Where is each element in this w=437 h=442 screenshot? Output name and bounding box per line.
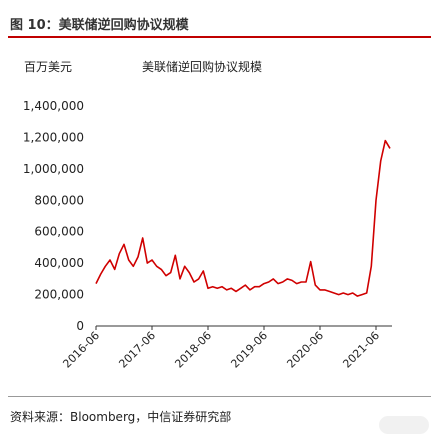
title-rule <box>8 36 431 38</box>
x-tick-label: 2021-06 <box>340 329 382 371</box>
y-tick-label: 600,000 <box>34 225 84 239</box>
x-axis-ticks: 2016-06 2017-06 2018-06 2019-06 2020-06 2021-… <box>60 326 382 371</box>
y-tick-label: 1,200,000 <box>23 130 84 144</box>
source-note: 资料来源：Bloomberg，中信证券研究部 <box>10 410 232 424</box>
y-tick-label: 800,000 <box>34 193 84 207</box>
y-axis-ticks: 0 200,000 400,000 600,000 800,000 1,000,000 1,… <box>23 99 84 333</box>
y-tick-label: 1,400,000 <box>23 99 84 113</box>
y-tick-label: 200,000 <box>34 288 84 302</box>
x-tick-label: 2018-06 <box>172 329 214 371</box>
legend-label: 美联储逆回购协议规模 <box>142 60 263 74</box>
y-unit-label: 百万美元 <box>24 60 73 74</box>
figure-title: 图 10：美联储逆回购协议规模 <box>10 18 189 33</box>
x-tick-label: 2019-06 <box>228 329 270 371</box>
bottom-rule <box>8 396 431 397</box>
y-tick-label: 1,000,000 <box>23 162 84 176</box>
watermark-icon <box>379 416 429 434</box>
x-tick-label: 2017-06 <box>116 329 158 371</box>
y-tick-label: 0 <box>76 319 84 333</box>
x-tick-label: 2016-06 <box>60 329 102 371</box>
x-tick-label: 2020-06 <box>284 329 326 371</box>
y-tick-label: 400,000 <box>34 256 84 270</box>
series-line <box>95 139 391 297</box>
